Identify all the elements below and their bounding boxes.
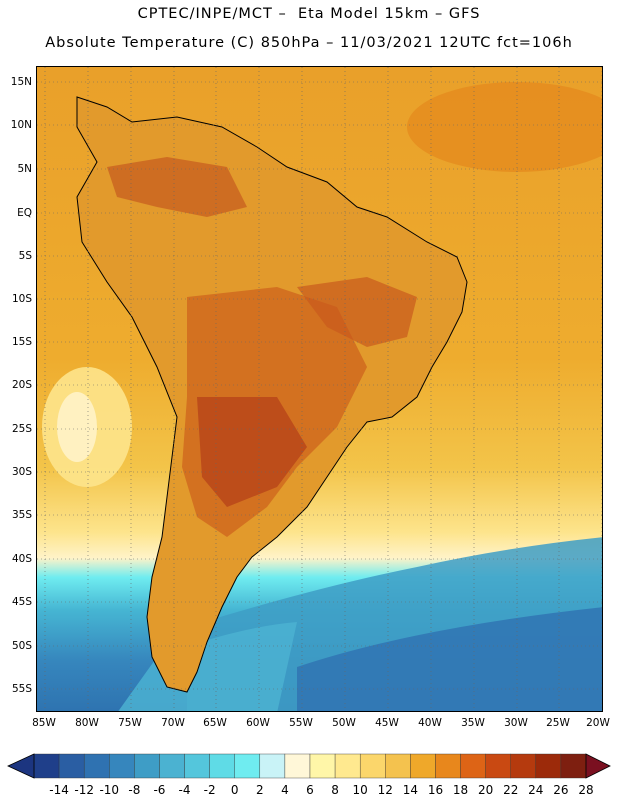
lat-label: 50S — [11, 640, 32, 652]
colorbar-tick-label: 4 — [281, 783, 289, 797]
colorbar-cell — [234, 753, 261, 779]
lon-label: 20W — [586, 717, 610, 729]
colorbar-tick-label: 2 — [255, 783, 264, 797]
colorbar-cell — [460, 753, 486, 779]
colorbar-tick-label: 26 — [553, 783, 569, 797]
colorbar-min-arrow — [7, 753, 35, 779]
lat-label: 5S — [18, 250, 32, 262]
lat-label: 25S — [11, 423, 32, 435]
chart-title: CPTEC/INPE/MCT – Eta Model 15km – GFS — [137, 6, 481, 22]
colorbar-cell — [134, 753, 160, 779]
lon-label: 35W — [461, 717, 485, 729]
lon-label: 75W — [118, 717, 142, 729]
colorbar-cell — [385, 753, 411, 779]
colorbar-cell — [259, 753, 286, 779]
atlantic-warm-patch — [407, 82, 602, 172]
colorbar-cell — [184, 753, 210, 779]
colorbar-tick-label: 12 — [377, 783, 393, 797]
lat-label: 40S — [11, 553, 32, 565]
lat-label: 10S — [11, 293, 32, 305]
colorbar-tick-label: 8 — [331, 783, 339, 797]
lon-label: 50W — [332, 717, 356, 729]
colorbar-tick-label: 20 — [477, 783, 494, 797]
lat-label: 20S — [11, 379, 32, 391]
colorbar-tick-label: -14 — [49, 783, 69, 797]
colorbar-tick-label: 22 — [503, 783, 519, 797]
lon-label: 45W — [375, 717, 399, 729]
colorbar-tick-label: -6 — [153, 783, 166, 797]
colorbar-tick-label: -4 — [178, 783, 191, 797]
lat-label: 5N — [17, 163, 32, 175]
colorbar-tick-label: -10 — [99, 783, 120, 797]
chart-subtitle: Absolute Temperature (C) 850hPa – 11/03/… — [45, 35, 573, 51]
lat-label: 45S — [11, 596, 32, 608]
lon-label: 65W — [203, 717, 227, 729]
lat-label: 35S — [11, 509, 32, 521]
colorbar-tick-label: 14 — [402, 783, 418, 797]
colorbar-tick-label: -12 — [74, 783, 94, 797]
lat-label: 15S — [11, 336, 32, 348]
colorbar-cell — [58, 753, 85, 779]
colorbar-tick-label: -2 — [203, 783, 216, 797]
colorbar-tick-label: 10 — [352, 783, 368, 797]
colorbar-cell — [33, 753, 60, 779]
colorbar-cell — [284, 753, 311, 779]
colorbar-cell — [309, 753, 336, 779]
colorbar-tick-label: 16 — [427, 783, 444, 797]
lon-label: 40W — [418, 717, 442, 729]
lat-label: 15N — [10, 76, 32, 88]
colorbar-cell — [435, 753, 461, 779]
map-canvas — [37, 67, 602, 711]
lon-label: 85W — [32, 717, 56, 729]
colorbar-tick-label: 0 — [230, 783, 239, 797]
colorbar-cell — [83, 753, 110, 779]
lon-label: 30W — [504, 717, 528, 729]
colorbar-cell — [359, 753, 386, 779]
colorbar-tick-label: 24 — [528, 783, 544, 797]
colorbar-tick-label: 28 — [578, 783, 594, 797]
colorbar-cell — [510, 753, 537, 779]
colorbar-tick-label: 6 — [306, 783, 314, 797]
lat-label: 55S — [11, 683, 32, 695]
colorbar — [7, 753, 611, 779]
colorbar-cells — [33, 753, 587, 779]
colorbar-tick-label: -8 — [128, 783, 141, 797]
colorbar-cell — [334, 753, 361, 779]
colorbar-cell — [410, 753, 436, 779]
lat-label: 30S — [11, 466, 32, 478]
colorbar-max-arrow — [585, 753, 611, 779]
lat-lon-grid — [37, 67, 602, 711]
temperature-map[interactable] — [36, 66, 603, 712]
colorbar-tick-label: 18 — [452, 783, 469, 797]
lon-label: 25W — [546, 717, 570, 729]
lat-label: EQ — [17, 207, 32, 219]
lon-label: 70W — [161, 717, 185, 729]
colorbar-cell — [159, 753, 185, 779]
lat-label: 10N — [10, 119, 32, 131]
colorbar-cell — [109, 753, 135, 779]
colorbar-cell — [560, 753, 587, 779]
colorbar-cell — [485, 753, 511, 779]
colorbar-cell — [535, 753, 562, 779]
lon-label: 80W — [75, 717, 99, 729]
lon-label: 55W — [289, 717, 313, 729]
colorbar-cell — [209, 753, 235, 779]
lon-label: 60W — [246, 717, 270, 729]
